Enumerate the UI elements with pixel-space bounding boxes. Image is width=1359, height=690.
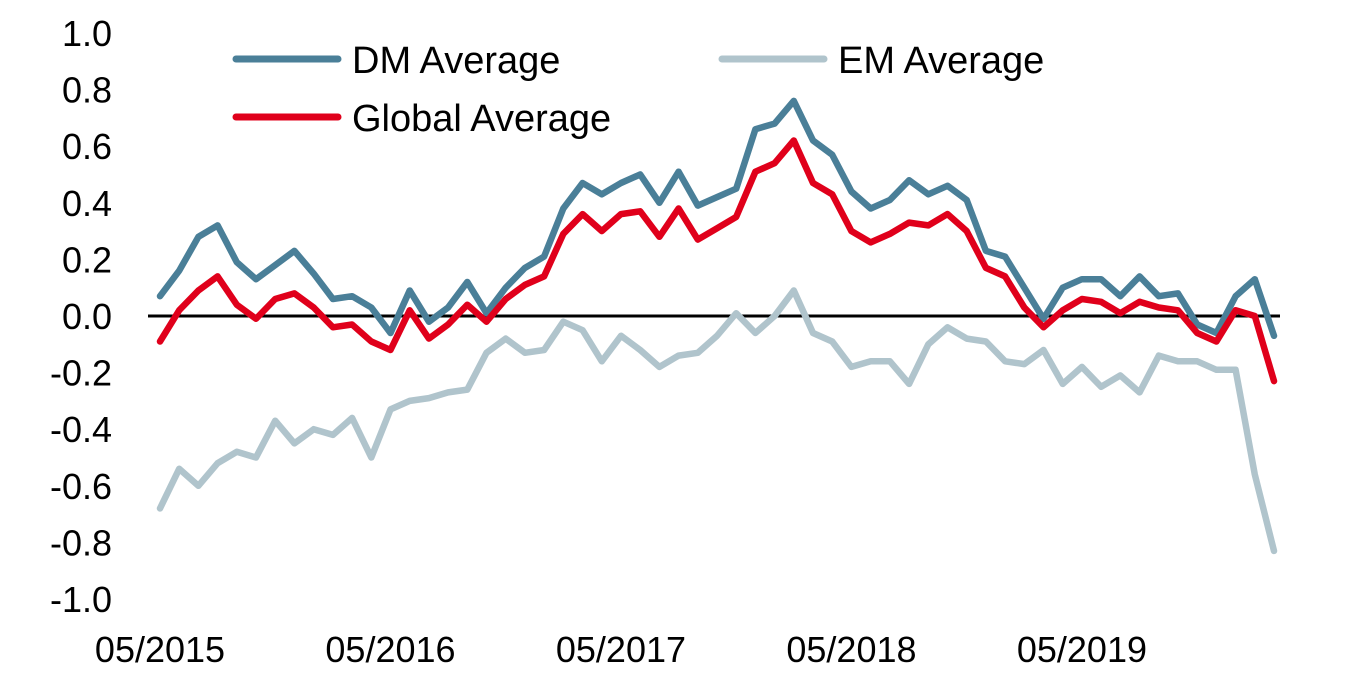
y-tick-label: -0.4	[50, 409, 112, 450]
series-layer	[156, 97, 1278, 555]
y-tick-label: 0.2	[62, 239, 112, 280]
x-tick-label: 05/2015	[95, 629, 225, 670]
legend-label: Global Average	[352, 98, 611, 140]
series-line-dm-average	[156, 97, 1278, 340]
y-tick-label: 1.0	[62, 13, 112, 54]
x-tick-label: 05/2018	[786, 629, 916, 670]
legend-label: DM Average	[352, 40, 560, 82]
legend-label: EM Average	[838, 40, 1044, 82]
x-tick-label: 05/2017	[556, 629, 686, 670]
y-tick-label: -0.2	[50, 353, 112, 394]
x-tick-label: 05/2016	[325, 629, 455, 670]
y-tick-label: 0.8	[62, 70, 112, 111]
y-tick-label: -0.8	[50, 522, 112, 563]
series-line-global-average	[156, 137, 1278, 385]
series-line-em-average	[156, 287, 1278, 555]
legend-item-global-average: Global Average	[232, 98, 611, 140]
legend-item-em-average: EM Average	[718, 40, 1044, 82]
legend-item-dm-average: DM Average	[232, 40, 560, 82]
x-tick-label: 05/2019	[1017, 629, 1147, 670]
legend: DM Average EM Average Global Average	[232, 40, 1044, 140]
y-tick-label: 0.4	[62, 183, 112, 224]
y-axis: 1.0 0.8 0.6 0.4 0.2 0.0 -0.2 -0.4 -0.6 -0.8 -1.0	[50, 13, 112, 620]
y-tick-label: -1.0	[50, 579, 112, 620]
y-tick-label: -0.6	[50, 466, 112, 507]
y-tick-label: 0.0	[62, 296, 112, 337]
x-axis: 05/2015 05/2016 05/2017 05/2018 05/2019	[95, 629, 1147, 670]
y-tick-label: 0.6	[62, 126, 112, 167]
